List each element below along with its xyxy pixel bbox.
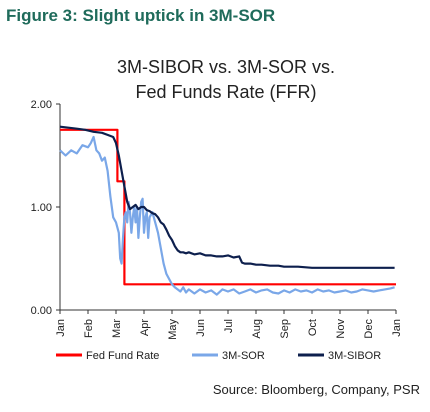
chart-title-line-1: 3M-SIBOR vs. 3M-SOR vs. (117, 57, 335, 77)
y-tick-label: 1.00 (31, 202, 52, 214)
x-tick-label: Jul (223, 319, 235, 333)
y-tick-label: 2.00 (31, 99, 52, 111)
x-tick-label: Dec (363, 319, 375, 339)
series-line-fed-fund-rate (60, 128, 396, 286)
x-tick-label: Feb (83, 319, 95, 338)
series-line-3m-sor (59, 135, 395, 296)
series-line-3m-sibor (59, 125, 395, 269)
legend-label-fed-fund-rate: Fed Fund Rate (86, 350, 159, 362)
series-lines (59, 125, 396, 296)
x-tick-label: May (167, 319, 179, 340)
x-tick-label: Nov (335, 319, 347, 339)
axes: 0.00 1.00 2.00 Jan Feb Mar Apr May Jun Jul Aug Sep O… (31, 99, 403, 340)
x-tick-label: Sep (279, 319, 291, 339)
x-tick-label: Jan (55, 319, 67, 337)
x-tick-label: Aug (251, 319, 263, 339)
figure-title: Figure 3: Slight uptick in 3M-SOR (6, 6, 276, 25)
x-tick-label: Jun (195, 319, 207, 337)
legend-label-3m-sibor: 3M-SIBOR (328, 350, 381, 362)
source-note: Source: Bloomberg, Company, PSR (212, 382, 420, 397)
x-tick-label: Apr (139, 319, 151, 336)
chart-title-line-2: Fed Funds Rate (FFR) (135, 82, 316, 102)
x-tick-label: Oct (307, 319, 319, 336)
legend: Fed Fund Rate 3M-SOR 3M-SIBOR (56, 350, 381, 362)
y-tick-label: 0.00 (31, 305, 52, 317)
x-tick-label: Mar (111, 319, 123, 338)
x-tick-label: Jan (391, 319, 403, 337)
legend-label-3m-sor: 3M-SOR (222, 350, 265, 362)
